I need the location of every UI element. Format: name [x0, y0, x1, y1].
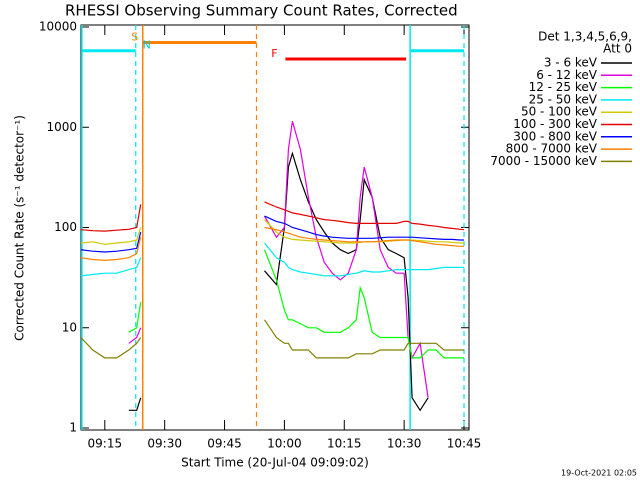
series-line: [81, 242, 464, 277]
series-line: [81, 319, 464, 359]
y-tick-label: 10: [62, 320, 77, 334]
series-line: [81, 201, 465, 232]
legend-label: 50 - 100 keV: [521, 105, 598, 119]
legend-label: 6 - 12 keV: [536, 68, 598, 82]
series-line: [128, 151, 429, 412]
x-tick-label: 10:15: [327, 437, 362, 451]
y-tick-label: 1000: [46, 120, 77, 134]
annotation: F: [271, 47, 277, 60]
series-line: [81, 226, 464, 262]
footer: 19-Oct-2021 02:05: [561, 469, 637, 478]
x-tick-label: 10:30: [387, 437, 422, 451]
legend-title: Att 0: [603, 42, 632, 56]
x-axis-label: Start Time (20-Jul-04 09:09:02): [181, 456, 369, 470]
legend-label: 7000 - 15000 keV: [490, 154, 597, 168]
x-tick-label: 10:45: [447, 437, 482, 451]
y-axis-label: Corrected Count Rate (s⁻¹ detector⁻¹): [13, 115, 27, 341]
annotation: S: [131, 31, 138, 44]
x-tick-label: 10:00: [267, 437, 302, 451]
series-line: [81, 215, 464, 253]
x-tick-label: 09:15: [88, 437, 123, 451]
x-tick-label: 09:45: [207, 437, 242, 451]
y-tick-label: 1: [69, 421, 77, 435]
legend-label: 3 - 6 keV: [544, 56, 598, 70]
legend-title: Det 1,3,4,5,6,9,: [538, 30, 632, 44]
legend-label: 300 - 800 keV: [513, 129, 597, 143]
y-tick-label: 100: [54, 220, 77, 234]
chart-title: RHESSI Observing Summary Count Rates, Co…: [65, 2, 458, 20]
annotation: N: [143, 39, 151, 52]
y-tick-label: 10000: [39, 20, 77, 34]
legend-label: 25 - 50 keV: [529, 92, 598, 106]
legend-label: 12 - 25 keV: [529, 80, 598, 94]
legend-label: 800 - 7000 keV: [506, 142, 598, 156]
legend-label: 100 - 300 keV: [513, 117, 597, 131]
x-tick-label: 09:30: [147, 437, 182, 451]
series-line: [128, 121, 429, 398]
plot-area: [81, 25, 465, 430]
series-line: [128, 249, 464, 359]
